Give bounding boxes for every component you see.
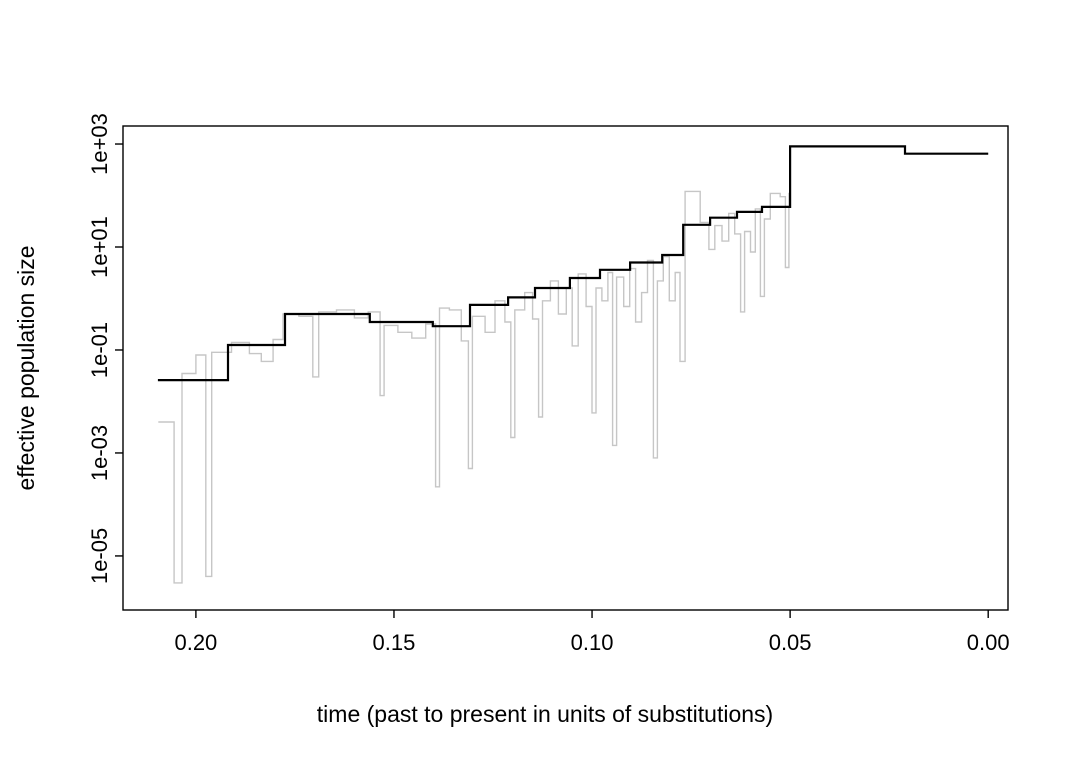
y-tick-label: 1e+03	[87, 113, 112, 175]
x-axis-label: time (past to present in units of substi…	[317, 701, 773, 727]
y-tick-label: 1e-05	[87, 528, 112, 584]
x-tick-label: 0.10	[571, 630, 614, 655]
x-tick-label: 0.00	[967, 630, 1010, 655]
series-path-classic-skyline	[158, 145, 989, 584]
x-tick-label: 0.15	[373, 630, 416, 655]
x-tick-label: 0.20	[174, 630, 217, 655]
y-tick-label: 1e+01	[87, 216, 112, 278]
y-tick-label: 1e-03	[87, 425, 112, 481]
x-tick-label: 0.05	[769, 630, 812, 655]
plot-border	[122, 125, 1009, 611]
y-axis-label: effective population size	[13, 245, 39, 490]
series-path-generalized-skyline	[157, 145, 989, 382]
plot-layer: 0.20 0.15 0.10 0.05 0.00 1e+03 1e+01 1e-01 1e-03…	[87, 113, 1010, 655]
y-tick-label: 1e-01	[87, 322, 112, 378]
